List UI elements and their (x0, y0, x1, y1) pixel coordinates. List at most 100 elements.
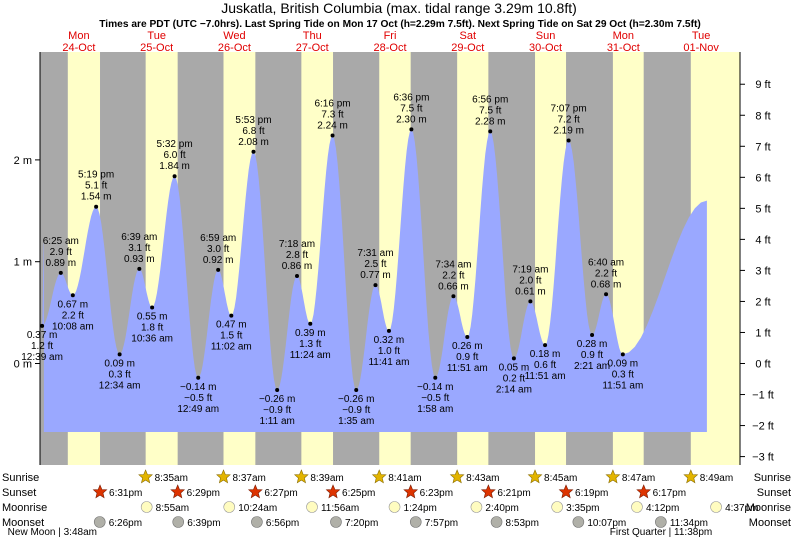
tide-ft-label: 0.3 ft (612, 369, 634, 380)
tide-ft-label: −0.5 ft (421, 393, 449, 404)
tide-time-label: 6:36 pm (393, 92, 429, 103)
tide-m-label: 2.30 m (396, 114, 427, 125)
tide-m-label: 0.05 m (499, 362, 530, 373)
tide-m-label: 0.68 m (591, 279, 622, 290)
right-tick-label: 8 ft (755, 110, 770, 122)
moonset-icon (93, 516, 106, 528)
moonrise-icon (388, 501, 401, 513)
sunrise-row-label-left: Sunrise (2, 472, 39, 484)
tide-time-label: 1:35 am (338, 416, 374, 427)
sunrise-icon (216, 469, 231, 484)
moonrise-icon (631, 501, 643, 513)
left-tick-label: 2 m (14, 155, 32, 167)
moonrise-icon (551, 501, 563, 513)
sunrise-icon (527, 469, 543, 484)
tide-ft-label: 1.2 ft (31, 341, 53, 352)
tide-time-label: 7:34 am (435, 259, 471, 270)
tide-ft-label: 2.0 ft (519, 275, 541, 286)
day-date-label: 01-Nov (683, 42, 719, 54)
tide-curve-layer (42, 129, 707, 432)
right-tick-label: 2 ft (755, 296, 770, 308)
day-name-label: Mon (613, 30, 634, 42)
tide-time-label: 7:31 am (357, 248, 393, 259)
left-tick-label: 0 m (14, 359, 32, 371)
tide-ft-label: −0.9 ft (263, 405, 291, 416)
moonrise-icon (306, 501, 318, 513)
moonrise-icon (470, 501, 483, 513)
tide-point (117, 352, 122, 357)
sunset-icon (170, 484, 186, 499)
tide-time-label: 10:36 am (131, 334, 173, 345)
sunset-icon (92, 484, 108, 499)
moonrise-row-label-left: Moonrise (2, 502, 47, 514)
day-name-label: Thu (303, 30, 322, 42)
right-tick-label: 4 ft (755, 234, 770, 246)
tide-point (620, 352, 625, 357)
tide-time-label: 6:59 am (200, 233, 236, 244)
sunset-row-label-left: Sunset (2, 487, 36, 499)
tide-point (543, 343, 548, 348)
day-date-label: 28-Oct (373, 42, 406, 54)
day-labels: Mon24-OctTue25-OctWed26-OctThu27-OctFri2… (62, 30, 719, 54)
tide-m-label: 0.67 m (58, 299, 89, 310)
tide-ft-label: 7.3 ft (321, 109, 343, 120)
tide-m-label: 0.77 m (360, 270, 391, 281)
sunset-time: 6:21pm (497, 488, 530, 499)
day-name-label: Sun (536, 30, 556, 42)
tide-ft-label: 3.0 ft (207, 244, 229, 255)
tide-m-label: 2.08 m (238, 137, 269, 148)
tide-time-label: 5:19 pm (78, 170, 114, 181)
sunrise-time: 8:41am (388, 473, 421, 484)
tide-time-label: 5:32 pm (157, 139, 193, 150)
tide-ft-label: 2.5 ft (364, 259, 386, 270)
tide-ft-label: 5.1 ft (85, 181, 107, 192)
sunset-icon (636, 484, 652, 499)
sunset-icon (247, 484, 263, 499)
moonrise-icon (140, 501, 153, 513)
tide-time-label: 7:19 am (512, 264, 548, 275)
moonset-time: 8:53pm (506, 518, 539, 529)
sunrise-time: 8:35am (155, 473, 188, 484)
tide-ft-label: −0.5 ft (184, 393, 212, 404)
chart-subtitle: Times are PDT (UTC −7.0hrs). Last Spring… (99, 19, 701, 30)
chart-title: Juskatla, British Columbia (max. tidal r… (221, 0, 577, 16)
sunset-time: 6:17pm (653, 488, 686, 499)
tide-point (566, 138, 571, 143)
tide-time-label: 5:53 pm (235, 115, 271, 126)
tide-ft-label: 2.2 ft (595, 268, 617, 279)
tide-ft-label: −0.9 ft (342, 405, 370, 416)
tide-m-label: 1.84 m (159, 161, 190, 172)
moonset-icon (251, 516, 263, 528)
tide-point (40, 323, 45, 328)
tide-point (386, 328, 391, 333)
tide-m-label: 0.32 m (374, 335, 405, 346)
tide-m-label: 0.09 m (104, 358, 135, 369)
tide-point (488, 129, 493, 134)
tide-m-label: 0.66 m (438, 281, 469, 292)
moonset-icon (172, 516, 185, 528)
tide-ft-label: 6.0 ft (163, 150, 185, 161)
tide-point (275, 387, 280, 392)
moonrise-time: 8:55am (156, 503, 189, 514)
day-name-label: Tue (147, 30, 166, 42)
tide-point (330, 133, 335, 138)
tide-ft-label: 1.8 ft (141, 323, 163, 334)
right-tick-label: 5 ft (755, 203, 770, 215)
sunrise-icon (605, 469, 621, 484)
tide-m-label: −0.14 m (180, 382, 216, 393)
tide-point (511, 356, 516, 361)
tide-ft-label: 0.9 ft (456, 352, 478, 363)
moonrise-icon (223, 501, 236, 513)
tide-m-label: 2.19 m (553, 126, 584, 137)
moonset-icon (572, 516, 585, 528)
moon-phase-label: First Quarter | 11:38pm (610, 527, 712, 538)
tide-m-label: 0.18 m (530, 349, 561, 360)
tide-area (42, 129, 707, 432)
tide-point (465, 335, 470, 340)
tide-m-label: 0.55 m (137, 312, 168, 323)
right-tick-label: 7 ft (755, 141, 770, 153)
tide-time-label: 6:16 pm (314, 98, 350, 109)
sunrise-icon (138, 469, 153, 484)
